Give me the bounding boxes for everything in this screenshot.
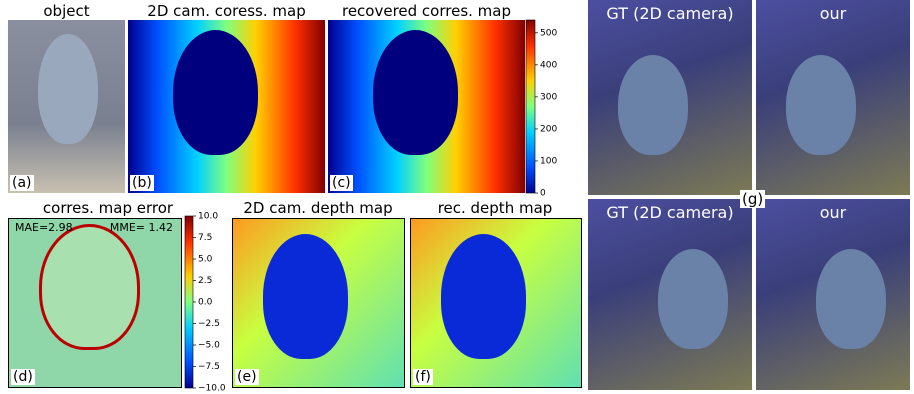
error-map: MAE=2.98 MME= 1.42 (d) <box>8 218 182 388</box>
panel-title: 2D cam. coress. map <box>128 2 325 20</box>
tick-label: 5.0 <box>198 255 213 265</box>
view: our <box>756 199 910 390</box>
view-title: our <box>756 203 910 222</box>
tick-label: 200 <box>540 124 557 134</box>
panel-label: (d) <box>11 369 35 385</box>
panel-label: (g) <box>740 190 765 208</box>
panel-label: (e) <box>235 369 259 385</box>
tick-label: −5.0 <box>198 341 220 351</box>
corres-map: (c) <box>328 20 525 193</box>
tick-label: 0 <box>540 189 546 199</box>
view: our <box>756 0 910 195</box>
view: GT (2D camera) <box>588 0 752 195</box>
panel-label: (a) <box>10 175 34 191</box>
view: GT (2D camera) <box>588 199 752 390</box>
tick-label: 100 <box>540 156 557 166</box>
tick-label: 7.5 <box>198 233 212 243</box>
face <box>618 55 688 155</box>
panel-label: (f) <box>413 369 433 385</box>
tick-label: −7.5 <box>198 362 220 372</box>
panel-title: 2D cam. depth map <box>228 199 408 217</box>
face <box>373 30 458 155</box>
panel-title: corres. map error <box>8 199 208 217</box>
face <box>39 224 140 350</box>
tick-label: −2.5 <box>198 319 220 329</box>
face <box>786 55 856 155</box>
panel-title: object <box>8 2 125 20</box>
object-photo: (a) <box>8 20 125 193</box>
tick-label: 400 <box>540 60 557 70</box>
figure: object 2D cam. coress. map recovered cor… <box>0 0 914 394</box>
panel-label: (c) <box>330 175 353 191</box>
panel-label: (b) <box>130 175 154 191</box>
depth-map: (f) <box>410 218 582 388</box>
view-title: our <box>756 4 910 23</box>
view-title: GT (2D camera) <box>588 203 752 222</box>
tick-label: 500 <box>540 28 557 38</box>
tick-label: 2.5 <box>198 276 212 286</box>
stat: MAE=2.98 <box>15 221 73 234</box>
face <box>816 249 886 349</box>
tick-label: −10.0 <box>198 384 226 394</box>
face <box>173 30 258 155</box>
face <box>38 34 98 144</box>
colorbar <box>526 20 535 193</box>
panel-title: recovered corres. map <box>328 2 525 20</box>
colorbar <box>185 216 193 388</box>
tick-label: 0.0 <box>198 298 213 308</box>
stat: MME= 1.42 <box>110 221 173 234</box>
tick-label: 300 <box>540 92 557 102</box>
face <box>441 234 526 359</box>
face <box>658 249 728 349</box>
view-title: GT (2D camera) <box>588 4 752 23</box>
depth-map: (e) <box>232 218 405 388</box>
panel-title: rec. depth map <box>405 199 585 217</box>
face <box>263 234 348 359</box>
corres-map: (b) <box>128 20 325 193</box>
